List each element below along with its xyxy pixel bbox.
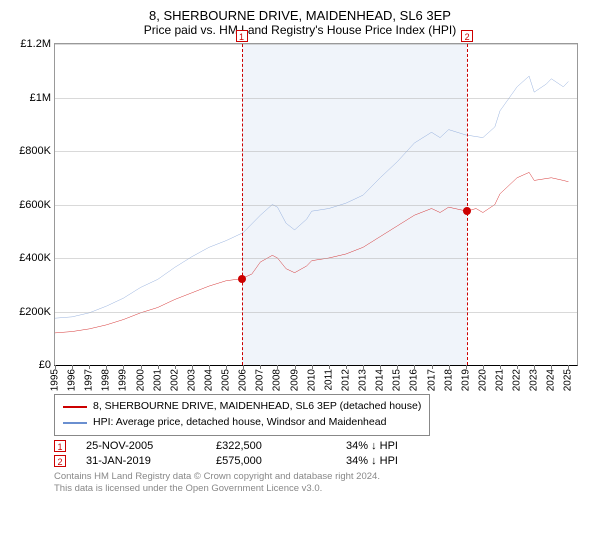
chart-subtitle: Price paid vs. HM Land Registry's House …	[14, 23, 586, 37]
sale-date-1: 25-NOV-2005	[86, 440, 196, 452]
chart-title: 8, SHERBOURNE DRIVE, MAIDENHEAD, SL6 3EP	[14, 8, 586, 23]
x-axis-label: 2015	[392, 369, 403, 391]
gridline	[55, 205, 577, 206]
gridline	[55, 312, 577, 313]
y-axis-label: £600K	[19, 199, 51, 211]
footer-line-2: This data is licensed under the Open Gov…	[54, 483, 586, 495]
gridline	[55, 151, 577, 152]
sale-marker-2: 2	[54, 455, 66, 467]
x-axis-label: 2016	[409, 369, 420, 391]
legend-label-property: 8, SHERBOURNE DRIVE, MAIDENHEAD, SL6 3EP…	[93, 399, 421, 415]
x-axis-label: 2011	[323, 369, 334, 391]
plot-inner	[55, 44, 577, 365]
legend-swatch-property	[63, 406, 87, 408]
sale-pct-1: 34% ↓ HPI	[346, 440, 398, 452]
sale-price-2: £575,000	[216, 455, 326, 467]
gridline	[55, 44, 577, 45]
x-axis-label: 2022	[512, 369, 523, 391]
sale-pct-2: 34% ↓ HPI	[346, 455, 398, 467]
plot-box: £0£200K£400K£600K£800K£1M£1.2M1995199619…	[54, 43, 578, 366]
down-arrow-icon: ↓	[371, 455, 377, 467]
event-vline	[467, 44, 468, 365]
chart-container: 8, SHERBOURNE DRIVE, MAIDENHEAD, SL6 3EP…	[0, 0, 600, 560]
x-axis-label: 1995	[50, 369, 61, 391]
x-axis-label: 2002	[169, 369, 180, 391]
sale-date-2: 31-JAN-2019	[86, 455, 196, 467]
x-axis-label: 1997	[84, 369, 95, 391]
sale-row-1: 1 25-NOV-2005 £322,500 34% ↓ HPI	[54, 440, 586, 452]
legend-row-property: 8, SHERBOURNE DRIVE, MAIDENHEAD, SL6 3EP…	[63, 399, 421, 415]
marker-dot-1	[238, 275, 246, 283]
sale-row-2: 2 31-JAN-2019 £575,000 34% ↓ HPI	[54, 455, 586, 467]
y-axis-label: £800K	[19, 145, 51, 157]
y-axis-label: £400K	[19, 252, 51, 264]
legend-label-hpi: HPI: Average price, detached house, Wind…	[93, 415, 386, 431]
x-axis-label: 2007	[255, 369, 266, 391]
chart-area: £0£200K£400K£600K£800K£1M£1.2M1995199619…	[54, 43, 578, 388]
x-axis-label: 2024	[546, 369, 557, 391]
x-axis-label: 2021	[494, 369, 505, 391]
footer-line-1: Contains HM Land Registry data © Crown c…	[54, 471, 586, 483]
sale-marker-1: 1	[54, 440, 66, 452]
y-axis-label: £200K	[19, 306, 51, 318]
x-axis-label: 2006	[238, 369, 249, 391]
footer-attribution: Contains HM Land Registry data © Crown c…	[54, 471, 586, 496]
gridline	[55, 258, 577, 259]
legend-swatch-hpi	[63, 422, 87, 424]
x-axis-label: 2013	[358, 369, 369, 391]
x-axis-label: 2003	[186, 369, 197, 391]
x-axis-label: 1998	[101, 369, 112, 391]
x-axis-label: 2008	[272, 369, 283, 391]
sale-price-1: £322,500	[216, 440, 326, 452]
legend-row-hpi: HPI: Average price, detached house, Wind…	[63, 415, 421, 431]
marker-box-2: 2	[461, 30, 473, 42]
down-arrow-icon: ↓	[371, 440, 377, 452]
x-axis-label: 2020	[477, 369, 488, 391]
x-axis-label: 2014	[375, 369, 386, 391]
gridline	[55, 98, 577, 99]
event-vline	[242, 44, 243, 365]
x-axis-label: 2009	[289, 369, 300, 391]
marker-dot-2	[463, 207, 471, 215]
x-axis-label: 1996	[67, 369, 78, 391]
x-axis-label: 2012	[340, 369, 351, 391]
x-axis-label: 2019	[460, 369, 471, 391]
y-axis-label: £1.2M	[20, 38, 51, 50]
x-axis-label: 2018	[443, 369, 454, 391]
legend-box: 8, SHERBOURNE DRIVE, MAIDENHEAD, SL6 3EP…	[54, 394, 430, 436]
x-axis-label: 2017	[426, 369, 437, 391]
sales-table: 1 25-NOV-2005 £322,500 34% ↓ HPI 2 31-JA…	[54, 440, 586, 467]
x-axis-label: 2000	[135, 369, 146, 391]
y-axis-label: £1M	[30, 92, 51, 104]
x-axis-label: 2001	[152, 369, 163, 391]
marker-box-1: 1	[236, 30, 248, 42]
series-hpi	[55, 76, 568, 318]
x-axis-label: 1999	[118, 369, 129, 391]
series-property	[55, 172, 568, 333]
x-axis-label: 2010	[306, 369, 317, 391]
x-axis-label: 2023	[529, 369, 540, 391]
x-axis-label: 2025	[563, 369, 574, 391]
x-axis-label: 2004	[204, 369, 215, 391]
x-axis-label: 2005	[221, 369, 232, 391]
